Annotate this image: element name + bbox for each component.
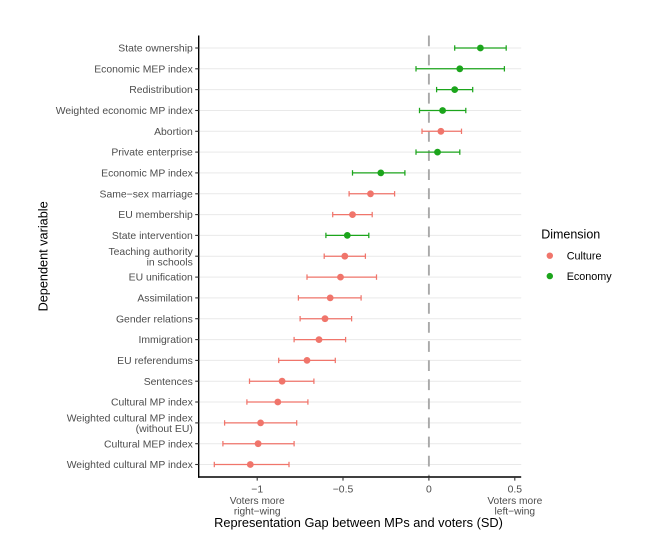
svg-text:−1: −1 xyxy=(251,485,263,496)
svg-text:Assimilation: Assimilation xyxy=(137,294,193,305)
svg-text:Culture: Culture xyxy=(567,250,602,262)
svg-text:Voters more: Voters more xyxy=(487,496,542,507)
svg-text:Teaching authority: Teaching authority xyxy=(108,247,193,258)
svg-text:Weighted cultural MP index: Weighted cultural MP index xyxy=(67,460,194,471)
svg-text:−0.5: −0.5 xyxy=(333,485,354,496)
svg-text:Economy: Economy xyxy=(567,271,613,283)
svg-text:in schools: in schools xyxy=(147,258,193,269)
svg-text:Weighted cultural MP index: Weighted cultural MP index xyxy=(67,414,194,425)
svg-text:Same−sex marriage: Same−sex marriage xyxy=(100,189,193,200)
svg-text:Dependent variable: Dependent variable xyxy=(37,201,51,311)
svg-text:Weighted economic MP index: Weighted economic MP index xyxy=(56,106,194,117)
svg-text:Sentences: Sentences xyxy=(144,377,193,388)
svg-text:Representation Gap between MPs: Representation Gap between MPs and voter… xyxy=(214,515,503,530)
svg-text:Private enterprise: Private enterprise xyxy=(111,148,193,159)
svg-text:0: 0 xyxy=(426,485,432,496)
svg-text:Cultural MP index: Cultural MP index xyxy=(111,398,194,409)
svg-text:EU membership: EU membership xyxy=(118,210,193,221)
svg-text:Abortion: Abortion xyxy=(154,127,193,138)
svg-text:Economic MEP index: Economic MEP index xyxy=(94,64,193,75)
svg-text:Gender relations: Gender relations xyxy=(116,314,193,325)
svg-text:Cultural MEP index: Cultural MEP index xyxy=(104,439,194,450)
svg-text:EU referendums: EU referendums xyxy=(117,356,193,367)
svg-text:right−wing: right−wing xyxy=(234,507,281,518)
svg-text:left−wing: left−wing xyxy=(495,507,536,518)
svg-text:State intervention: State intervention xyxy=(112,231,193,242)
svg-text:Voters more: Voters more xyxy=(230,496,285,507)
svg-text:(without EU): (without EU) xyxy=(136,424,193,435)
svg-text:Dimension: Dimension xyxy=(541,228,600,242)
svg-text:0.5: 0.5 xyxy=(508,485,523,496)
svg-text:Economic MP index: Economic MP index xyxy=(101,169,193,180)
svg-text:Immigration: Immigration xyxy=(139,335,193,346)
svg-text:Redistribution: Redistribution xyxy=(129,85,193,96)
svg-text:State ownership: State ownership xyxy=(118,44,193,55)
svg-text:EU unification: EU unification xyxy=(129,273,193,284)
